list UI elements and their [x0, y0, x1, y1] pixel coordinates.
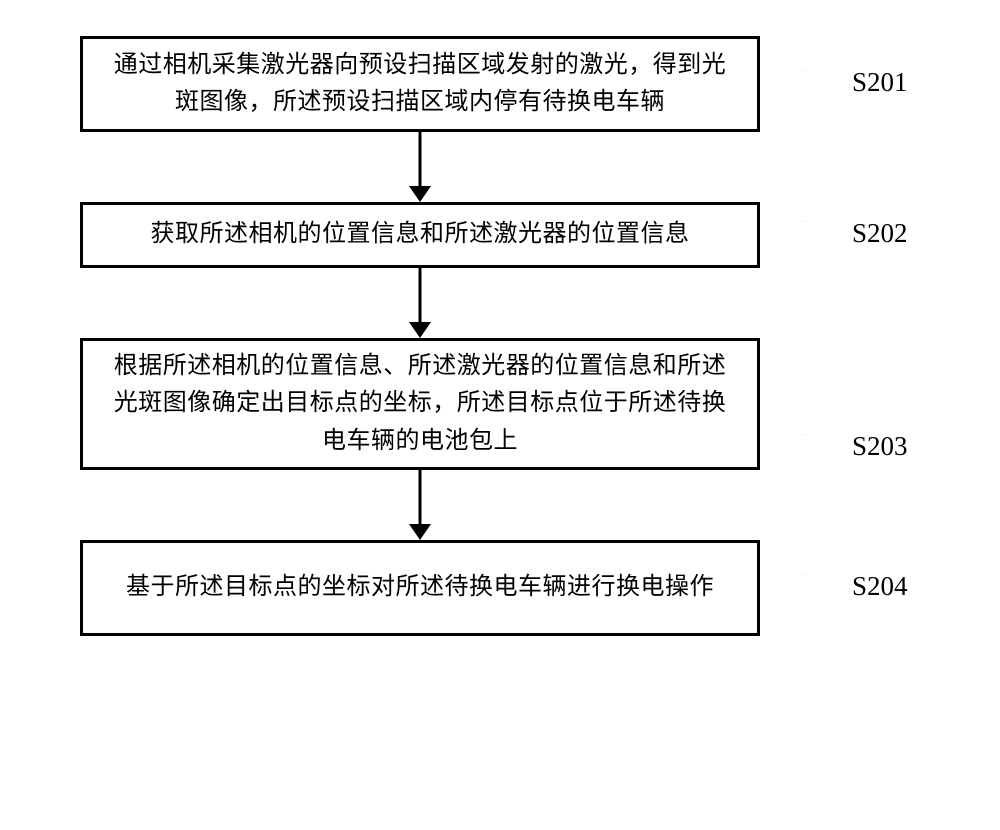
step-label-s1: S201 [852, 67, 908, 98]
step-connector-s4: S204 [760, 540, 920, 636]
step-box-s1: 通过相机采集激光器向预设扫描区域发射的激光，得到光斑图像，所述预设扫描区域内停有… [80, 36, 760, 132]
arrow-1 [80, 268, 760, 338]
step-connector-s2: S202 [760, 202, 920, 268]
step-s4: 基于所述目标点的坐标对所述待换电车辆进行换电操作 S204 [80, 540, 920, 636]
step-box-s4: 基于所述目标点的坐标对所述待换电车辆进行换电操作 [80, 540, 760, 636]
step-label-s4: S204 [852, 571, 908, 602]
step-connector-s3: S203 [760, 338, 920, 470]
step-text-s2: 获取所述相机的位置信息和所述激光器的位置信息 [151, 216, 690, 253]
arrow-0 [80, 132, 760, 202]
step-label-s2: S202 [852, 218, 908, 249]
step-s2: 获取所述相机的位置信息和所述激光器的位置信息 S202 [80, 202, 920, 268]
flowchart-container: 通过相机采集激光器向预设扫描区域发射的激光，得到光斑图像，所述预设扫描区域内停有… [80, 36, 920, 636]
step-box-s3: 根据所述相机的位置信息、所述激光器的位置信息和所述光斑图像确定出目标点的坐标，所… [80, 338, 760, 470]
step-s1: 通过相机采集激光器向预设扫描区域发射的激光，得到光斑图像，所述预设扫描区域内停有… [80, 36, 920, 132]
step-connector-s1: S201 [760, 36, 920, 132]
step-label-s3: S203 [852, 431, 908, 462]
step-text-s4: 基于所述目标点的坐标对所述待换电车辆进行换电操作 [126, 569, 714, 606]
step-box-s2: 获取所述相机的位置信息和所述激光器的位置信息 [80, 202, 760, 268]
step-text-s1: 通过相机采集激光器向预设扫描区域发射的激光，得到光斑图像，所述预设扫描区域内停有… [103, 47, 737, 121]
arrow-2 [80, 470, 760, 540]
step-s3: 根据所述相机的位置信息、所述激光器的位置信息和所述光斑图像确定出目标点的坐标，所… [80, 338, 920, 470]
step-text-s3: 根据所述相机的位置信息、所述激光器的位置信息和所述光斑图像确定出目标点的坐标，所… [103, 348, 737, 460]
